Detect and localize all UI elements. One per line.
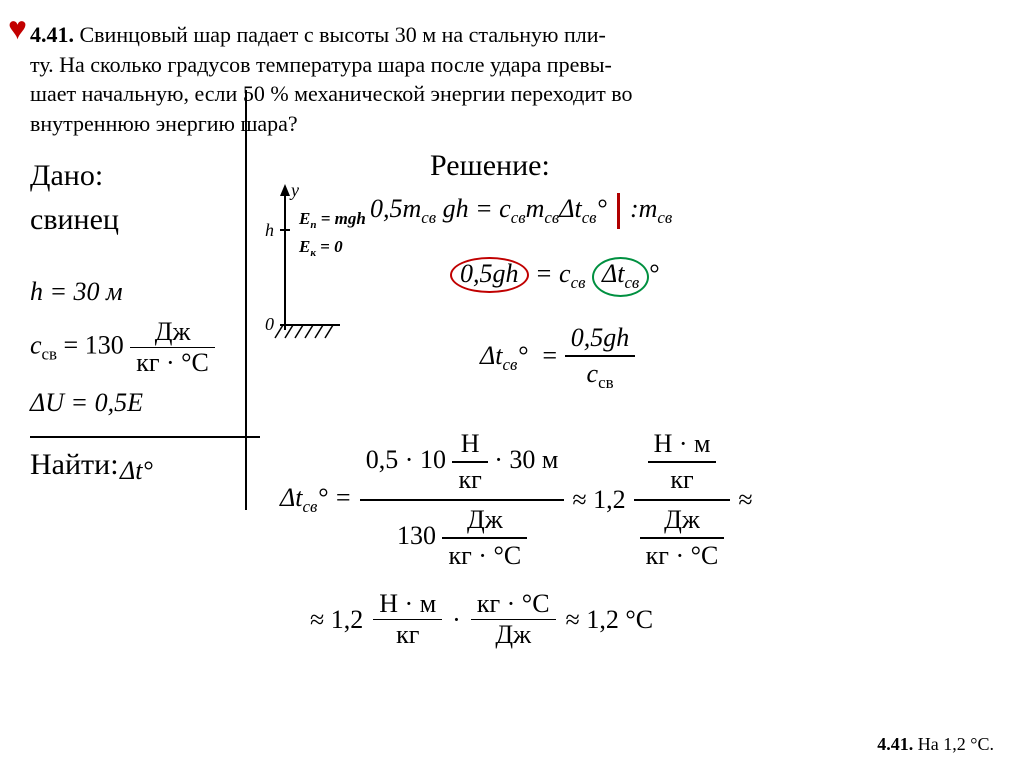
calc-tail: ≈ [738, 485, 752, 515]
h-label: h [265, 220, 274, 240]
problem-line3: шает начальную, если 50 % механической э… [30, 81, 632, 106]
c-value: = 130 [64, 330, 124, 359]
vertical-divider [245, 90, 247, 510]
problem-line4: внутреннюю энергию шара? [30, 111, 298, 136]
problem-line1: Свинцовый шар падает с высоты 30 м на ст… [80, 22, 606, 47]
given-material: свинец [30, 203, 270, 237]
answer-line: 4.41. На 1,2 °C. [877, 734, 994, 755]
c2-f2n: кг · °С [471, 589, 556, 620]
r1d: кг [648, 463, 717, 497]
heart-icon: ♥ [8, 10, 27, 47]
c-unit-num: Дж [130, 317, 215, 348]
c2-f1n: Н · м [373, 589, 442, 620]
u2d: кг · °С [442, 539, 527, 573]
calc-line2: ≈ 1,2 Н · мкг · кг · °СДж ≈ 1,2 °С [310, 589, 994, 650]
find-var: Δt° [120, 456, 270, 486]
c-unit-den: кг · °С [130, 348, 215, 378]
r1n: Н · м [648, 427, 717, 463]
calc-num-b: · 30 м [494, 445, 558, 474]
c2-f2d: Дж [471, 620, 556, 650]
eq1: 0,5mсв gh = cсвmсвΔtсв° :mсв [370, 193, 994, 229]
solution-title: Решение: [430, 149, 994, 183]
du-right: = 0,5E [71, 388, 143, 417]
calc-approx: ≈ 1,2 [572, 485, 625, 515]
green-circle-icon: Δtсв [592, 257, 649, 297]
problem-statement: 4.41. Свинцовый шар падает с высоты 30 м… [30, 20, 994, 139]
u2n: Дж [442, 503, 527, 539]
r2d: кг · °С [640, 539, 725, 573]
c2-f1d: кг [373, 620, 442, 650]
calc-den-a: 130 [397, 521, 436, 550]
given-column: Дано: свинец h = 30 м cсв = 130 Дж кг · … [30, 149, 270, 660]
u1d: кг [452, 463, 487, 497]
c2-dot: · [452, 605, 461, 635]
du-left: ΔU [30, 388, 64, 417]
c2-final: ≈ 1,2 °С [566, 605, 654, 635]
eq2: 0,5gh = cсв Δtсв° [450, 257, 994, 297]
problem-line2: ту. На сколько градусов температура шара… [30, 52, 612, 77]
solution-column: Решение: 0,5mсв gh = cсвmсвΔtсв° :mсв 0,… [280, 149, 994, 660]
eq3: Δtсв° = 0,5gh cсв [480, 321, 994, 395]
given-divider [30, 436, 260, 438]
eq3-num: 0,5gh [571, 323, 630, 352]
red-bar-icon [617, 193, 620, 229]
calc-num-a: 0,5 · 10 [366, 445, 446, 474]
c-symbol: c [30, 330, 42, 359]
problem-number: 4.41. [30, 22, 74, 47]
zero-label: 0 [265, 314, 274, 334]
given-du: ΔU = 0,5E [30, 388, 270, 418]
answer-num: 4.41. [877, 734, 913, 754]
red-circle-icon: 0,5gh [450, 257, 529, 293]
answer-text: На 1,2 °C. [918, 734, 994, 754]
u1n: Н [452, 427, 487, 463]
given-c: cсв = 130 Дж кг · °С [30, 317, 270, 378]
given-title: Дано: [30, 159, 270, 193]
c2-approx: ≈ 1,2 [310, 605, 363, 635]
calc-line1: Δtсв° = 0,5 · 10 Нкг · 30 м 130 Джкг · °… [280, 425, 994, 575]
given-h: h = 30 м [30, 277, 270, 307]
c-sub: св [42, 344, 57, 363]
r2n: Дж [640, 503, 725, 539]
